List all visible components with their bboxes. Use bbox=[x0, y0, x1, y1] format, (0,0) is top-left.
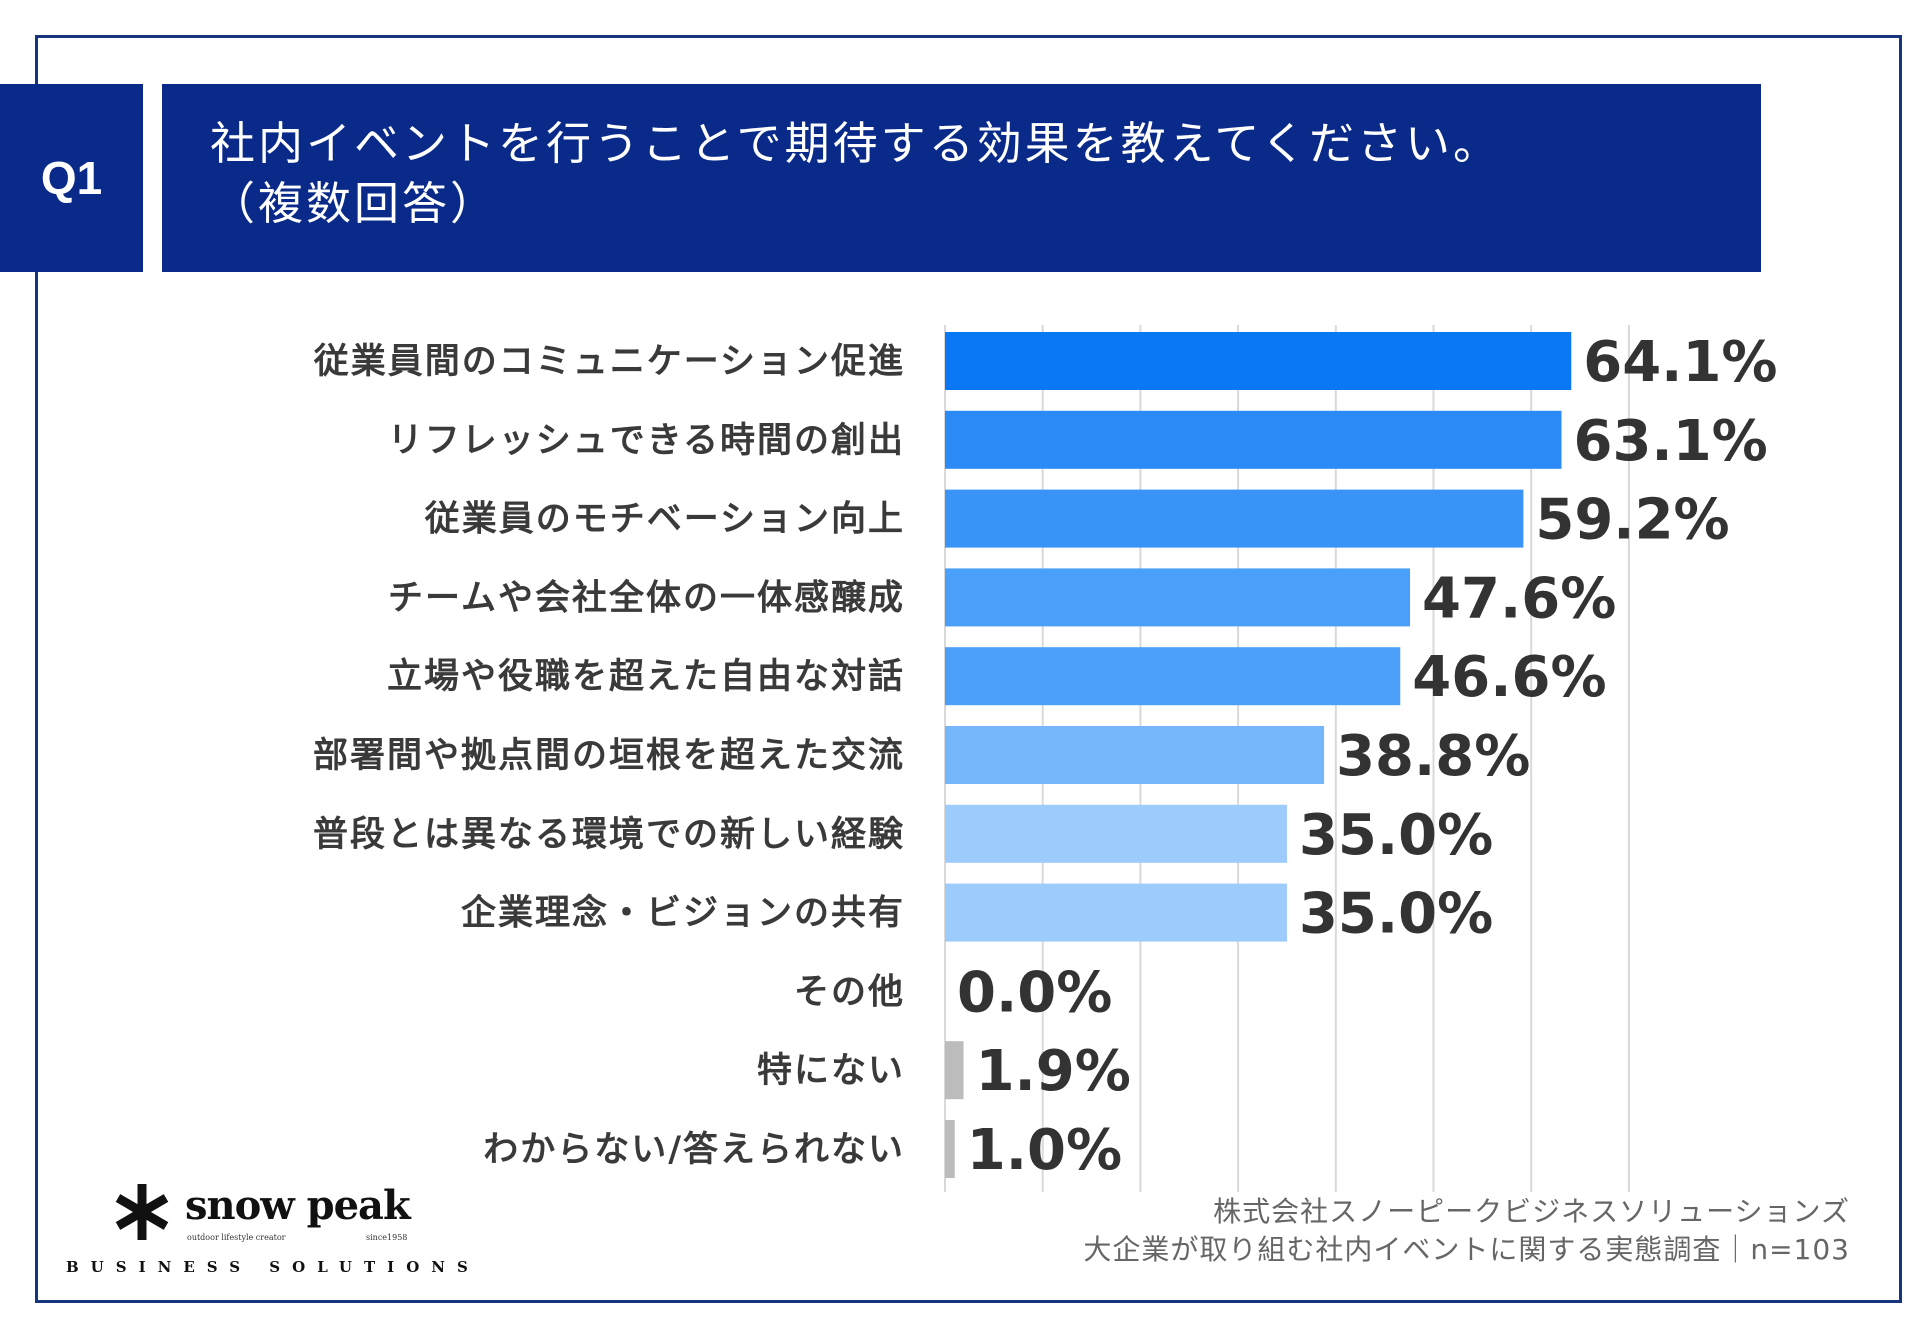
category-label-7: 企業理念・ビジョンの共有 bbox=[461, 893, 905, 934]
logo-since: since1958 bbox=[366, 1233, 408, 1242]
slide-frame bbox=[35, 35, 1902, 1303]
bar-3 bbox=[945, 568, 1411, 627]
category-label-3: チームや会社全体の一体感醸成 bbox=[388, 577, 905, 618]
value-label-5: 38.8% bbox=[1336, 724, 1530, 789]
question-header: 社内イベントを行うことで期待する効果を教えてください。 （複数回答） bbox=[162, 84, 1761, 272]
value-label-2: 59.2% bbox=[1535, 488, 1729, 553]
category-label-5: 部署間や拠点間の垣根を超えた交流 bbox=[313, 735, 905, 776]
bar-9 bbox=[945, 1041, 964, 1100]
bar-1 bbox=[945, 410, 1562, 469]
bar-7 bbox=[945, 883, 1287, 942]
logo: snow peak outdoor lifestyle creator sinc… bbox=[60, 1180, 468, 1280]
source-survey: 大企業が取り組む社内イベントに関する実態調査｜n=103 bbox=[1083, 1233, 1850, 1266]
bar-5 bbox=[945, 726, 1325, 784]
snowflake-icon bbox=[115, 1184, 169, 1240]
source-company: 株式会社スノーピークビジネスソリューションズ bbox=[1213, 1195, 1850, 1228]
category-label-4: 立場や役職を超えた自由な対話 bbox=[387, 657, 905, 697]
value-label-8: 0.0% bbox=[957, 960, 1112, 1025]
category-label-1: リフレッシュできる時間の創出 bbox=[388, 421, 905, 461]
question-title: 社内イベントを行うことで期待する効果を教えてください。 bbox=[210, 117, 1502, 170]
bar-0 bbox=[945, 332, 1572, 390]
value-label-0: 64.1% bbox=[1583, 330, 1777, 395]
value-label-9: 1.9% bbox=[976, 1039, 1131, 1104]
category-label-8: その他 bbox=[794, 972, 905, 1012]
category-label-6: 普段とは異なる環境での新しい経験 bbox=[313, 814, 905, 855]
logo-tagline: outdoor lifestyle creator bbox=[187, 1233, 286, 1242]
logo-name: snow peak bbox=[185, 1182, 411, 1229]
category-label-9: 特にない bbox=[757, 1051, 905, 1091]
value-label-6: 35.0% bbox=[1299, 803, 1493, 868]
value-label-7: 35.0% bbox=[1299, 882, 1493, 947]
value-label-10: 1.0% bbox=[967, 1118, 1122, 1183]
source-note: 株式会社スノーピークビジネスソリューションズ 大企業が取り組む社内イベントに関す… bbox=[1083, 1193, 1850, 1269]
value-label-1: 63.1% bbox=[1573, 409, 1767, 474]
category-label-2: 従業員のモチベーション向上 bbox=[424, 500, 905, 540]
bar-10 bbox=[945, 1120, 955, 1178]
bar-6 bbox=[945, 804, 1287, 863]
category-label-10: わからない/答えられない bbox=[483, 1130, 905, 1170]
category-label-0: 従業員間のコミュニケーション促進 bbox=[313, 342, 905, 382]
value-label-4: 46.6% bbox=[1412, 645, 1606, 710]
question-note: （複数回答） bbox=[210, 177, 499, 230]
question-badge: Q1 bbox=[0, 84, 143, 272]
logo-subtitle: BUSINESS SOLUTIONS bbox=[66, 1258, 480, 1276]
bar-4 bbox=[945, 647, 1401, 706]
value-label-3: 47.6% bbox=[1422, 566, 1616, 631]
bar-2 bbox=[945, 489, 1524, 548]
